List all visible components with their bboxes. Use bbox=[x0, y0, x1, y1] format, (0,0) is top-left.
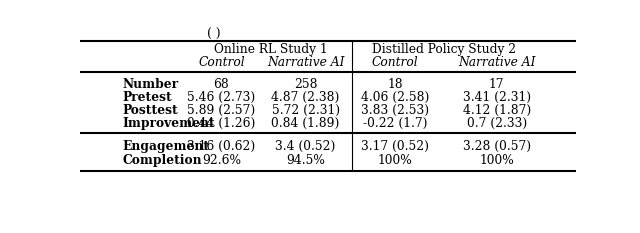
Text: Posttest: Posttest bbox=[122, 104, 178, 117]
Text: 5.72 (2.31): 5.72 (2.31) bbox=[271, 104, 340, 117]
Text: 3.28 (0.57): 3.28 (0.57) bbox=[463, 140, 531, 153]
Text: 3.41 (2.31): 3.41 (2.31) bbox=[463, 91, 531, 104]
Text: Improvement: Improvement bbox=[122, 116, 215, 130]
Text: 0.7 (2.33): 0.7 (2.33) bbox=[467, 116, 527, 130]
Text: 258: 258 bbox=[294, 78, 317, 91]
Text: 0.84 (1.89): 0.84 (1.89) bbox=[271, 116, 340, 130]
Text: Narrative AI: Narrative AI bbox=[458, 56, 536, 69]
Text: Pretest: Pretest bbox=[122, 91, 172, 104]
Text: Distilled Policy Study 2: Distilled Policy Study 2 bbox=[372, 43, 516, 56]
Text: 3.4 (0.52): 3.4 (0.52) bbox=[275, 140, 336, 153]
Text: 3.83 (2.53): 3.83 (2.53) bbox=[361, 104, 429, 117]
Text: 18: 18 bbox=[387, 78, 403, 91]
Text: 4.06 (2.58): 4.06 (2.58) bbox=[361, 91, 429, 104]
Text: 3.16 (0.62): 3.16 (0.62) bbox=[188, 140, 255, 153]
Text: 3.17 (0.52): 3.17 (0.52) bbox=[361, 140, 429, 153]
Text: 4.87 (2.38): 4.87 (2.38) bbox=[271, 91, 340, 104]
Text: 92.6%: 92.6% bbox=[202, 154, 241, 167]
Text: 0.44 (1.26): 0.44 (1.26) bbox=[187, 116, 255, 130]
Text: Control: Control bbox=[198, 56, 244, 69]
Text: 17: 17 bbox=[489, 78, 504, 91]
Text: Number: Number bbox=[122, 78, 179, 91]
Text: 68: 68 bbox=[214, 78, 229, 91]
Text: 5.89 (2.57): 5.89 (2.57) bbox=[188, 104, 255, 117]
Text: 4.12 (1.87): 4.12 (1.87) bbox=[463, 104, 531, 117]
Text: Engagement: Engagement bbox=[122, 140, 209, 153]
Text: Narrative AI: Narrative AI bbox=[267, 56, 344, 69]
Text: 5.46 (2.73): 5.46 (2.73) bbox=[188, 91, 255, 104]
Text: 94.5%: 94.5% bbox=[286, 154, 325, 167]
Text: Completion: Completion bbox=[122, 154, 202, 167]
Text: 100%: 100% bbox=[378, 154, 412, 167]
Text: Online RL Study 1: Online RL Study 1 bbox=[214, 43, 328, 56]
Text: Control: Control bbox=[372, 56, 419, 69]
Text: ( ): ( ) bbox=[207, 28, 221, 41]
Text: 100%: 100% bbox=[479, 154, 514, 167]
Text: -0.22 (1.7): -0.22 (1.7) bbox=[363, 116, 428, 130]
